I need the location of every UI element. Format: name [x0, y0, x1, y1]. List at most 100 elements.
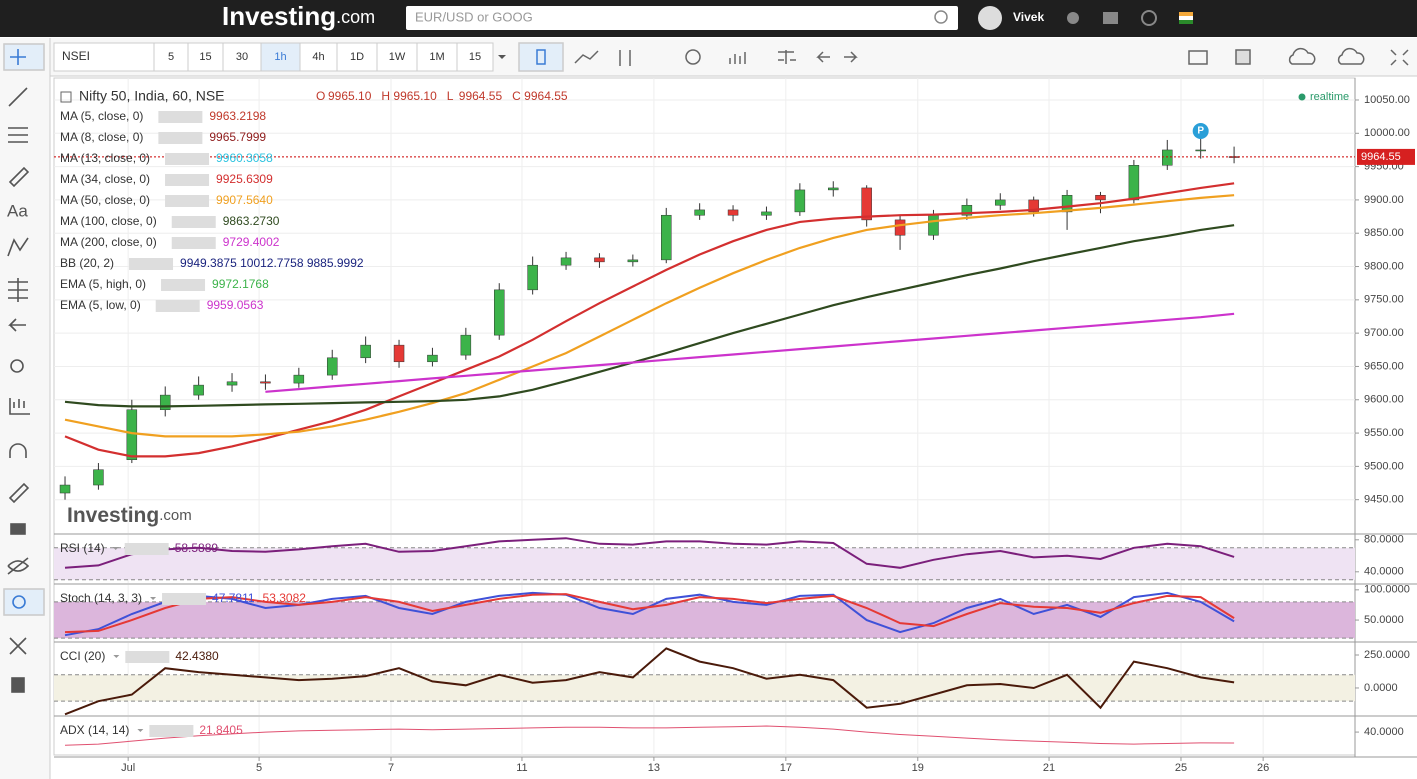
hide-tool[interactable]	[7, 557, 30, 575]
indicator-controls[interactable]	[158, 111, 203, 123]
indicator-line	[64, 537, 1235, 569]
ohlc-value: 9965.10	[393, 89, 437, 103]
candle-body	[226, 381, 238, 386]
interval-button[interactable]	[260, 42, 301, 72]
x-tick-label: 19	[912, 762, 924, 774]
symbol-box[interactable]	[53, 42, 155, 72]
candle-body	[260, 381, 271, 384]
watermark-logo: Investing	[67, 504, 159, 527]
save-cloud-icon[interactable]	[1337, 47, 1365, 65]
indicator-controls[interactable]	[158, 132, 203, 144]
indicator-name: MA (34, close, 0)	[60, 172, 150, 186]
trend-line-tool[interactable]	[8, 87, 28, 107]
crosshair-icon	[10, 49, 26, 65]
candle-style-button[interactable]	[518, 42, 564, 72]
indicator-controls[interactable]	[165, 174, 210, 186]
indicator-readout: 9863.2730	[223, 214, 280, 228]
indicator-controls[interactable]	[171, 216, 216, 228]
interval-button[interactable]	[456, 42, 494, 72]
sidebar-tools: Aa	[3, 43, 45, 693]
y-tick-label: 10000.00	[1364, 127, 1410, 139]
pane-dropdown[interactable]	[137, 729, 144, 732]
pane-dropdown[interactable]	[113, 655, 120, 658]
load-cloud-icon[interactable]	[1288, 47, 1316, 65]
indicator-controls[interactable]	[165, 153, 210, 165]
interval-button[interactable]	[336, 42, 378, 72]
notifications-icon[interactable]	[1067, 12, 1079, 24]
back-tool[interactable]	[8, 318, 26, 332]
pane-dropdown[interactable]	[112, 547, 119, 550]
indicators-icon[interactable]	[729, 52, 746, 64]
measure-tool[interactable]	[9, 398, 30, 415]
indicator-name: MA (100, close, 0)	[60, 214, 157, 228]
candle-body	[727, 209, 739, 216]
x-tick-label: 13	[648, 762, 660, 774]
pattern-tool[interactable]	[7, 237, 29, 257]
ohlc-key: H	[381, 89, 390, 103]
ohlc-value: 9965.10	[328, 89, 372, 103]
search-box[interactable]	[406, 6, 958, 30]
user-name[interactable]: Vivek	[1013, 10, 1044, 24]
candle-body	[1061, 194, 1073, 213]
indicator-controls[interactable]	[171, 237, 216, 249]
text-tool[interactable]: Aa	[7, 201, 28, 220]
clock-icon[interactable]	[1141, 10, 1157, 26]
prediction-tool[interactable]	[8, 278, 28, 302]
candle-body	[460, 334, 472, 356]
candle-body	[794, 189, 806, 213]
bar-style-icon[interactable]	[619, 50, 631, 66]
candle-body	[961, 204, 973, 216]
indicator-line	[64, 194, 1235, 438]
interval-button[interactable]	[222, 42, 262, 72]
pane-controls[interactable]	[125, 651, 170, 663]
settings-icon[interactable]	[685, 49, 701, 65]
trash-tool[interactable]	[11, 677, 25, 693]
logo-tld: .com	[336, 7, 375, 27]
candle-body	[1028, 199, 1039, 213]
pane-controls[interactable]	[149, 725, 194, 737]
brush-tool[interactable]	[8, 166, 30, 188]
drawing-mode-tool[interactable]	[8, 482, 30, 504]
remove-tool-settings[interactable]	[9, 637, 27, 655]
interval-button[interactable]	[187, 42, 224, 72]
search-icon[interactable]	[934, 10, 948, 24]
pane-controls[interactable]	[124, 543, 169, 555]
watermark-tld: .com	[159, 507, 192, 524]
lock-tool[interactable]	[10, 523, 26, 535]
fullscreen-icon[interactable]	[1390, 49, 1409, 66]
zoom-tool[interactable]	[10, 359, 24, 373]
color-icon[interactable]	[1235, 49, 1251, 65]
interval-label: 30	[236, 51, 248, 63]
interval-dropdown[interactable]	[498, 55, 506, 59]
logo[interactable]: Investing.com	[222, 1, 375, 31]
avatar[interactable]	[978, 6, 1002, 30]
indicator-controls[interactable]	[165, 195, 210, 207]
redo-icon[interactable]	[844, 51, 858, 63]
interval-button[interactable]	[416, 42, 458, 72]
event-marker[interactable]	[1192, 123, 1209, 139]
pane-title: RSI (14)	[60, 541, 105, 555]
y-tick-label: 10050.00	[1364, 94, 1410, 106]
pane-readout: 42.4380	[175, 649, 219, 663]
pane-title: ADX (14, 14)	[60, 723, 129, 737]
indicator-controls[interactable]	[155, 300, 200, 312]
pane-dropdown[interactable]	[150, 597, 157, 600]
fib-tool[interactable]	[8, 127, 28, 143]
portfolio-icon[interactable]	[1103, 12, 1118, 24]
indicator-controls[interactable]	[161, 279, 206, 291]
candle-body	[393, 344, 405, 363]
indicator-controls[interactable]	[129, 258, 174, 270]
collapse-button[interactable]	[60, 91, 72, 103]
compare-icon[interactable]	[778, 50, 796, 64]
indicator-line	[64, 725, 1235, 746]
indicator-readout: 9907.5640	[216, 193, 273, 207]
line-style-icon[interactable]	[574, 50, 599, 64]
interval-button[interactable]	[153, 42, 189, 72]
link-tool[interactable]	[3, 588, 45, 616]
screenshot-icon[interactable]	[1188, 50, 1208, 65]
undo-icon[interactable]	[816, 51, 830, 63]
pane-controls[interactable]	[162, 593, 207, 605]
magnet-tool[interactable]	[9, 443, 27, 458]
level-band	[54, 674, 1355, 702]
interval-button[interactable]	[376, 42, 418, 72]
